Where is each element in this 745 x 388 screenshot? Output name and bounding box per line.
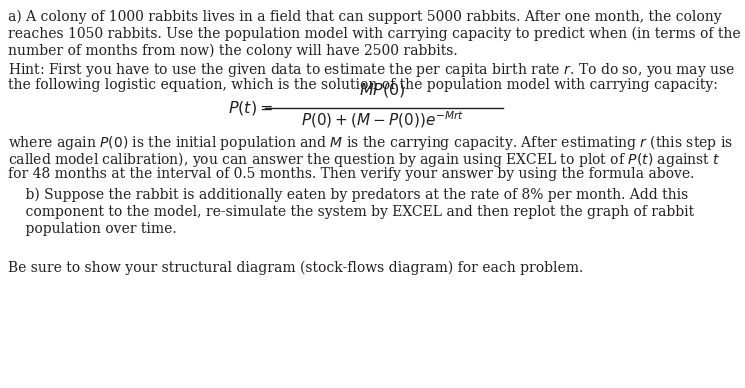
Text: population over time.: population over time. <box>8 222 177 236</box>
Text: the following logistic equation, which is the solution of the population model w: the following logistic equation, which i… <box>8 78 718 92</box>
Text: component to the model, re-simulate the system by EXCEL and then replot the grap: component to the model, re-simulate the … <box>8 205 694 219</box>
Text: for 48 months at the interval of 0.5 months. Then verify your answer by using th: for 48 months at the interval of 0.5 mon… <box>8 167 694 181</box>
Text: b) Suppose the rabbit is additionally eaten by predators at the rate of 8% per m: b) Suppose the rabbit is additionally ea… <box>8 188 688 202</box>
Text: Be sure to show your structural diagram (stock-flows diagram) for each problem.: Be sure to show your structural diagram … <box>8 261 583 275</box>
Text: where again $P(0)$ is the initial population and $M$ is the carrying capacity. A: where again $P(0)$ is the initial popula… <box>8 133 733 152</box>
Text: Hint: First you have to use the given data to estimate the per capita birth rate: Hint: First you have to use the given da… <box>8 61 735 79</box>
Text: number of months from now) the colony will have 2500 rabbits.: number of months from now) the colony wi… <box>8 44 457 58</box>
Text: $MP(0)$: $MP(0)$ <box>359 81 406 99</box>
Text: called model calibration), you can answer the question by again using EXCEL to p: called model calibration), you can answe… <box>8 150 720 169</box>
Text: $P(t)=$: $P(t)=$ <box>227 99 273 116</box>
Text: $P(0)+(M-P(0))e^{-Mrt}$: $P(0)+(M-P(0))e^{-Mrt}$ <box>301 109 464 130</box>
Text: a) A colony of 1000 rabbits lives in a field that can support 5000 rabbits. Afte: a) A colony of 1000 rabbits lives in a f… <box>8 10 722 24</box>
Text: reaches 1050 rabbits. Use the population model with carrying capacity to predict: reaches 1050 rabbits. Use the population… <box>8 27 741 42</box>
